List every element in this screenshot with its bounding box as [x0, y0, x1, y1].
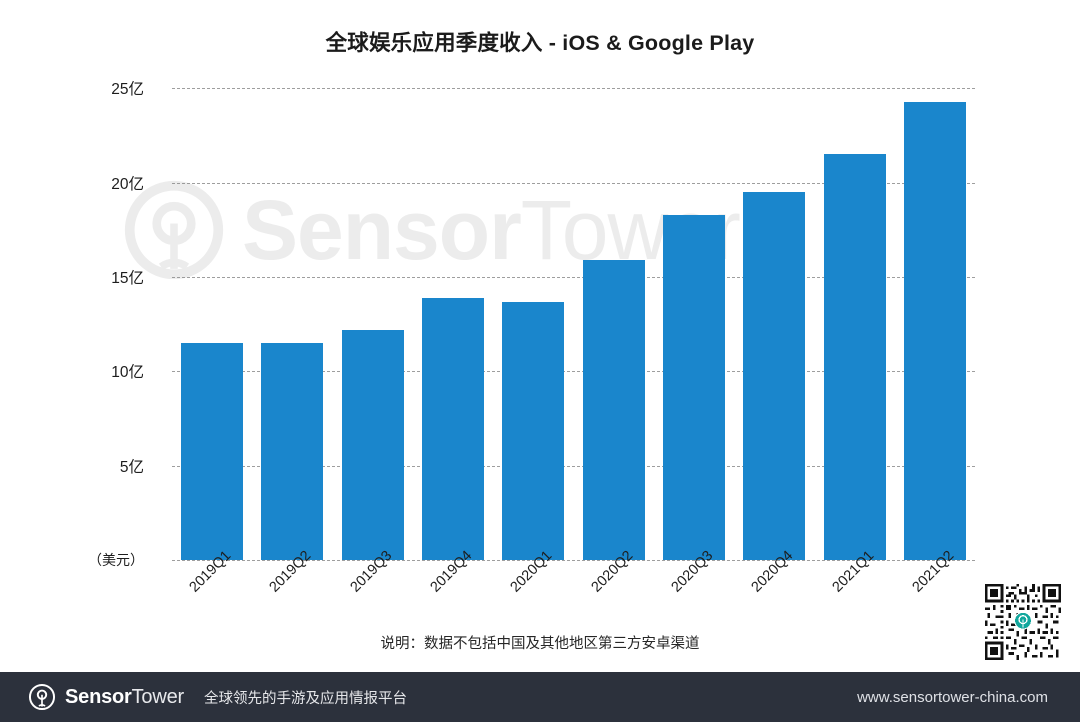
footer-tagline: 全球领先的手游及应用情报平台	[203, 690, 407, 707]
plot-area	[172, 60, 975, 561]
sensortower-logo-icon	[28, 683, 56, 711]
x-axis-tick-slot: 2020Q4	[734, 548, 814, 642]
footer-bar: SensorTower 全球领先的手游及应用情报平台 www.sensortow…	[0, 672, 1080, 722]
chart-plot-wrapper: SensorTower 5亿 10亿 15亿 20亿 25亿 （美元） 2019Q1 201…	[0, 60, 975, 642]
x-axis-tick-slot: 2019Q2	[252, 548, 332, 642]
bar-slot	[493, 60, 573, 560]
gridline	[172, 276, 975, 278]
footer-wordmark-bold: Sensor	[65, 685, 132, 708]
chart-note: 说明：数据不包括中国及其他地区第三方安卓渠道	[380, 636, 700, 652]
y-axis-tick-label: 10亿	[111, 364, 144, 382]
chart-title: 全球娱乐应用季度收入 - iOS & Google Play	[325, 31, 755, 55]
gridline	[172, 182, 975, 184]
bar-2019Q1[interactable]	[181, 343, 244, 560]
y-axis-tick-label: 5亿	[119, 458, 144, 476]
bar-slot	[573, 60, 653, 560]
bar-2020Q2[interactable]	[582, 260, 645, 560]
bar-2019Q3[interactable]	[341, 329, 404, 560]
bar-2021Q1[interactable]	[823, 154, 886, 560]
x-axis-labels: 2019Q1 2019Q2 2019Q3 2019Q4 2020Q1 2020Q2 2020…	[172, 548, 975, 642]
x-axis-tick-slot: 2021Q1	[814, 548, 894, 642]
bar-2020Q1[interactable]	[502, 301, 565, 560]
footer-url[interactable]: www.sensortower-china.com	[857, 688, 1048, 706]
footer-brand[interactable]: SensorTower	[28, 683, 184, 711]
bar-slot	[654, 60, 734, 560]
bar-slot	[895, 60, 975, 560]
bar-series	[172, 60, 975, 560]
bar-2021Q2[interactable]	[903, 101, 966, 560]
x-axis-tick-slot: 2020Q2	[573, 548, 653, 642]
bar-slot	[413, 60, 493, 560]
bar-slot	[333, 60, 413, 560]
x-axis-tick-slot: 2019Q4	[413, 548, 493, 642]
bar-2020Q4[interactable]	[743, 192, 806, 560]
x-axis-tick-slot: 2019Q3	[333, 548, 413, 642]
bar-slot	[734, 60, 814, 560]
axis-baseline	[172, 560, 975, 561]
qr-code-icon[interactable]	[985, 584, 1061, 660]
bar-2020Q3[interactable]	[662, 214, 725, 560]
y-axis-labels: 5亿 10亿 15亿 20亿 25亿 （美元）	[0, 60, 162, 568]
x-axis-tick-slot: 2021Q2	[895, 548, 975, 642]
bar-slot	[814, 60, 894, 560]
gridline	[172, 371, 975, 373]
gridline	[172, 88, 975, 90]
y-axis-tick-label: 25亿	[111, 81, 144, 99]
y-axis-tick-label: 20亿	[111, 175, 144, 193]
x-axis-tick-slot: 2019Q1	[172, 548, 252, 642]
y-axis-unit-label: （美元）	[88, 552, 144, 568]
x-axis-tick-slot: 2020Q1	[493, 548, 573, 642]
footer-wordmark-thin: Tower	[131, 685, 185, 708]
bar-slot	[252, 60, 332, 560]
footer-wordmark: SensorTower	[65, 686, 184, 709]
gridline	[172, 465, 975, 467]
x-axis-tick-slot: 2020Q3	[654, 548, 734, 642]
bar-2019Q2[interactable]	[261, 343, 324, 560]
bar-2019Q4[interactable]	[422, 297, 485, 560]
y-axis-tick-label: 15亿	[111, 269, 144, 287]
bar-slot	[172, 60, 252, 560]
